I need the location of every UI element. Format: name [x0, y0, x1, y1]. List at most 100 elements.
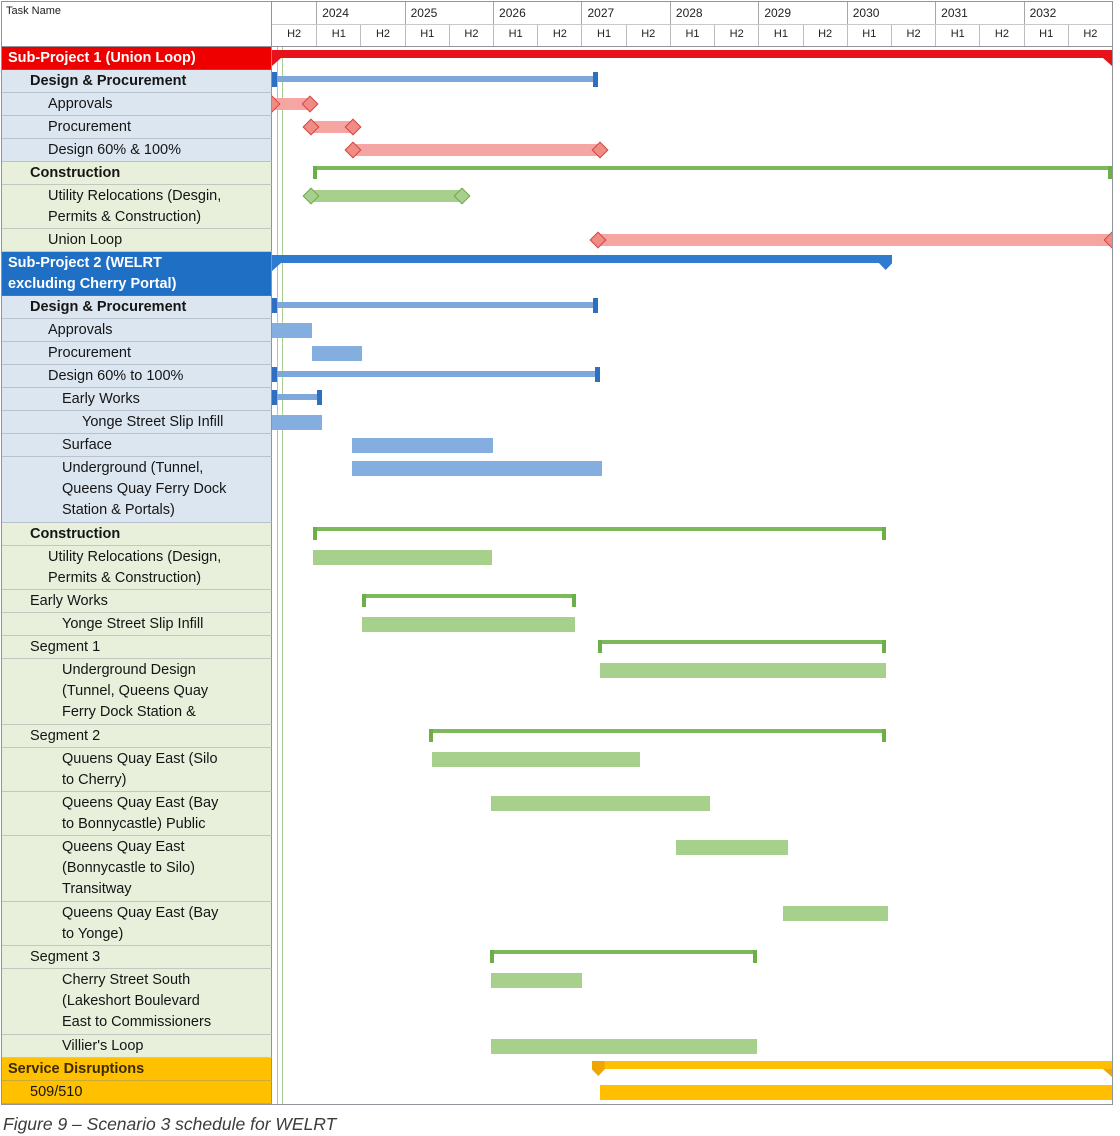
- bracket-start-tick: [312, 527, 317, 540]
- gantt-bar: [491, 973, 583, 988]
- bracket-bar: [429, 729, 886, 733]
- task-label: Design 60% & 100%: [2, 139, 272, 162]
- task-row-19: Early Works: [2, 590, 1112, 613]
- half-label-15: H1: [935, 25, 979, 46]
- year-label-2025: 2025: [404, 2, 493, 24]
- gantt-bar: [312, 550, 493, 565]
- year-label-2029: 2029: [758, 2, 846, 24]
- summary-line-bar: [272, 302, 599, 308]
- task-row-6: Utility Relocations (Desgin, Permits & C…: [2, 185, 1112, 229]
- task-row-3: Procurement: [2, 116, 1112, 139]
- bracket-start-tick: [312, 166, 317, 179]
- half-label-18: H2: [1067, 25, 1112, 46]
- gantt-bar: [353, 144, 601, 156]
- half-label-13: H1: [846, 25, 891, 46]
- summary-end-cap: [593, 298, 599, 313]
- summary-end-cap: [317, 390, 323, 405]
- task-name-column-header: Task Name: [2, 2, 272, 46]
- task-row-7: Union Loop: [2, 229, 1112, 252]
- task-row-15: Surface: [2, 434, 1112, 457]
- summary-line-bar: [272, 394, 323, 400]
- task-label: Yonge Street Slip Infill: [2, 613, 272, 636]
- summary-end-notch: [1103, 58, 1112, 66]
- bracket-end-tick: [1108, 166, 1112, 179]
- half-label-12: H2: [802, 25, 847, 46]
- task-timeline-cell: [272, 252, 1112, 296]
- half-label-16: H2: [979, 25, 1023, 46]
- gantt-bar: [600, 663, 886, 678]
- gantt-bar: [362, 617, 576, 632]
- gantt-bar: [311, 346, 363, 361]
- task-row-12: Design 60% to 100%: [2, 365, 1112, 388]
- gantt-bar: [432, 752, 640, 767]
- gantt-bar: [676, 840, 789, 855]
- summary-end-cap: [595, 367, 601, 382]
- bracket-end-tick: [881, 640, 886, 653]
- task-timeline-cell: [272, 836, 1112, 902]
- task-label: Villier's Loop: [2, 1035, 272, 1058]
- half-label-14: H2: [890, 25, 935, 46]
- task-timeline-cell: [272, 411, 1112, 434]
- task-label: Yonge Street Slip Infill: [2, 411, 272, 434]
- summary-start-cap: [272, 390, 277, 405]
- half-label-8: H2: [625, 25, 670, 46]
- half-label-2: H2: [360, 25, 404, 46]
- task-row-4: Design 60% & 100%: [2, 139, 1112, 162]
- task-label: Design & Procurement: [2, 296, 272, 319]
- task-timeline-cell: [272, 792, 1112, 836]
- task-row-32: 509/510: [2, 1081, 1112, 1104]
- gantt-bar: [311, 121, 354, 133]
- half-label-9: H1: [669, 25, 714, 46]
- task-label: Union Loop: [2, 229, 272, 252]
- task-row-31: Service Disruptions: [2, 1058, 1112, 1081]
- gantt-bar: [351, 461, 602, 476]
- summary-bar: [272, 255, 886, 263]
- gantt-bar: [600, 1085, 1112, 1100]
- task-label: Procurement: [2, 116, 272, 139]
- task-row-29: Cherry Street South (Lakeshort Boulevard…: [2, 969, 1112, 1035]
- gantt-bar: [272, 415, 323, 430]
- bracket-end-tick: [881, 729, 886, 742]
- half-label-5: H1: [493, 25, 537, 46]
- figure-caption: Figure 9 – Scenario 3 schedule for WELRT: [3, 1114, 337, 1134]
- task-label: Procurement: [2, 342, 272, 365]
- task-label: Segment 3: [2, 946, 272, 969]
- task-row-1: Design & Procurement: [2, 70, 1112, 93]
- task-row-14: Yonge Street Slip Infill: [2, 411, 1112, 434]
- bracket-bar: [312, 166, 1112, 170]
- task-timeline-cell: [272, 902, 1112, 946]
- gantt-bar: [598, 234, 1112, 246]
- year-label-2030: 2030: [846, 2, 935, 24]
- task-row-21: Segment 1: [2, 636, 1112, 659]
- task-label: Approvals: [2, 319, 272, 342]
- task-timeline-cell: [272, 457, 1112, 523]
- status-date-line: [282, 47, 283, 1104]
- year-label-2028: 2028: [669, 2, 758, 24]
- task-row-5: Construction: [2, 162, 1112, 185]
- gantt-bar: [783, 906, 889, 921]
- summary-line-bar: [272, 371, 601, 377]
- year-label-2027: 2027: [581, 2, 669, 24]
- status-date-line: [277, 47, 278, 1104]
- half-label-17: H1: [1023, 25, 1068, 46]
- year-label-2031: 2031: [935, 2, 1023, 24]
- header-divider-line: [272, 24, 1112, 25]
- task-timeline-cell: [272, 229, 1112, 252]
- half-label-1: H1: [316, 25, 360, 46]
- bracket-start-tick: [429, 729, 434, 742]
- task-label: Approvals: [2, 93, 272, 116]
- task-label: Quuens Quay East (Silo to Cherry): [2, 748, 272, 792]
- summary-line-bar: [272, 76, 599, 82]
- task-timeline-cell: [272, 47, 1112, 70]
- task-label: Service Disruptions: [2, 1058, 272, 1081]
- task-timeline-cell: [272, 70, 1112, 93]
- task-label: Sub-Project 1 (Union Loop): [2, 47, 272, 70]
- bracket-end-tick: [572, 594, 577, 607]
- task-label: Queens Quay East (Bay to Bonnycastle) Pu…: [2, 792, 272, 836]
- task-timeline-cell: [272, 969, 1112, 1035]
- task-label: Segment 1: [2, 636, 272, 659]
- task-label: Construction: [2, 523, 272, 546]
- gantt-chart: Task Name 2024 2025 2026 2027 2028 2029 2030 20…: [1, 1, 1113, 1105]
- task-row-0: Sub-Project 1 (Union Loop): [2, 47, 1112, 70]
- bracket-bar: [598, 640, 886, 644]
